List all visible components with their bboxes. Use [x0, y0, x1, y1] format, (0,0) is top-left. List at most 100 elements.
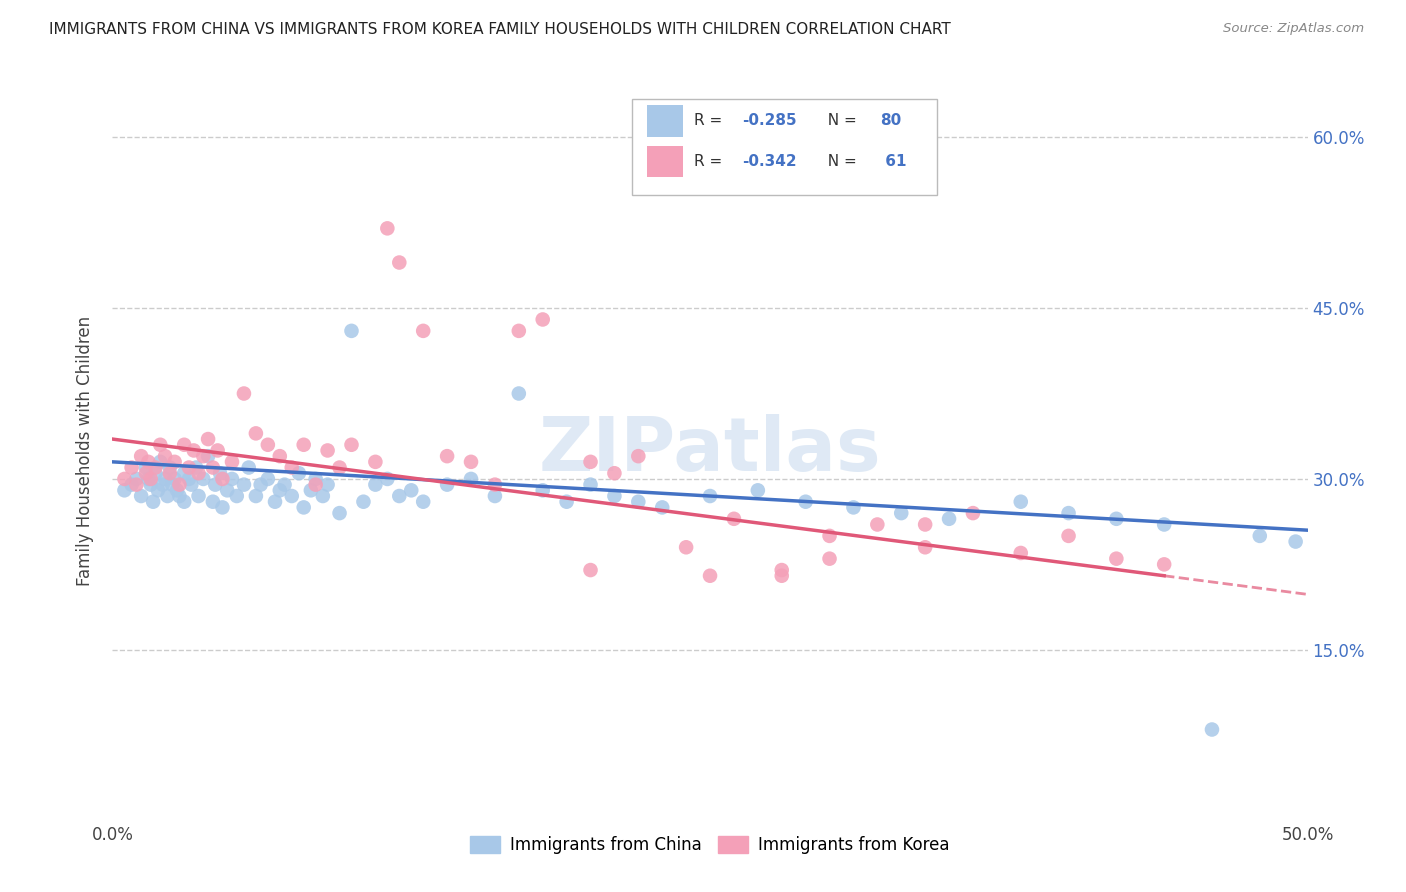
Point — [699, 489, 721, 503]
Point — [152, 477, 174, 491]
Point — [1153, 517, 1175, 532]
Point — [207, 443, 229, 458]
Point — [842, 500, 865, 515]
Text: Source: ZipAtlas.com: Source: ZipAtlas.com — [1223, 22, 1364, 36]
Text: N =: N = — [818, 154, 862, 169]
Point — [138, 455, 160, 469]
Point — [316, 477, 339, 491]
Point — [723, 512, 745, 526]
Point — [281, 460, 304, 475]
Point — [281, 489, 304, 503]
Point — [156, 489, 179, 503]
Point — [1153, 558, 1175, 572]
Point — [401, 483, 423, 498]
Point — [555, 494, 578, 508]
Point — [121, 460, 143, 475]
Point — [153, 449, 176, 463]
Point — [142, 494, 165, 508]
Point — [1057, 506, 1080, 520]
Point — [460, 455, 482, 469]
Point — [531, 312, 554, 326]
Point — [412, 494, 434, 508]
Point — [914, 517, 936, 532]
Point — [269, 449, 291, 463]
Point — [163, 455, 186, 469]
Point — [129, 489, 152, 503]
Point — [264, 494, 287, 508]
Point — [166, 483, 188, 498]
Point — [627, 494, 650, 508]
Point — [914, 541, 936, 555]
Point — [201, 494, 224, 508]
Point — [183, 443, 205, 458]
Point — [603, 467, 626, 481]
Point — [162, 477, 183, 491]
Point — [1201, 723, 1223, 737]
Point — [747, 483, 769, 498]
Point — [340, 438, 363, 452]
Point — [245, 426, 267, 441]
Text: IMMIGRANTS FROM CHINA VS IMMIGRANTS FROM KOREA FAMILY HOUSEHOLDS WITH CHILDREN C: IMMIGRANTS FROM CHINA VS IMMIGRANTS FROM… — [49, 22, 950, 37]
Point — [770, 563, 793, 577]
Point — [233, 386, 256, 401]
Point — [197, 449, 219, 463]
Point — [794, 494, 817, 508]
Point — [377, 472, 399, 486]
Point — [1285, 534, 1308, 549]
Point — [288, 467, 311, 481]
Point — [770, 568, 793, 582]
Point — [129, 449, 152, 463]
Point — [962, 506, 984, 520]
Text: N =: N = — [818, 113, 862, 128]
Point — [818, 551, 841, 566]
Text: -0.285: -0.285 — [742, 113, 797, 128]
Point — [221, 472, 243, 486]
Legend: Immigrants from China, Immigrants from Korea: Immigrants from China, Immigrants from K… — [464, 829, 956, 861]
Bar — [647, 146, 682, 178]
Text: 80: 80 — [880, 113, 901, 128]
Point — [1010, 494, 1032, 508]
Point — [890, 506, 912, 520]
Point — [153, 472, 176, 486]
Point — [197, 432, 219, 446]
Point — [169, 477, 191, 491]
Point — [204, 477, 226, 491]
Point — [169, 489, 191, 503]
Point — [579, 455, 602, 469]
Point — [114, 472, 135, 486]
Point — [508, 386, 530, 401]
Point — [329, 506, 352, 520]
Text: R =: R = — [695, 113, 728, 128]
Point — [221, 455, 243, 469]
Point — [173, 438, 195, 452]
Point — [138, 472, 160, 486]
Bar — [647, 105, 682, 136]
Point — [292, 438, 315, 452]
Point — [627, 449, 650, 463]
Point — [173, 494, 195, 508]
Point — [257, 438, 280, 452]
Point — [114, 483, 135, 498]
Point — [269, 483, 291, 498]
Point — [186, 460, 208, 475]
Point — [292, 500, 315, 515]
FancyBboxPatch shape — [633, 99, 938, 195]
Point — [201, 460, 224, 475]
Point — [1010, 546, 1032, 560]
Point — [531, 483, 554, 498]
Point — [145, 467, 167, 481]
Point — [211, 500, 233, 515]
Point — [388, 255, 411, 269]
Point — [209, 467, 232, 481]
Point — [233, 477, 256, 491]
Point — [193, 472, 215, 486]
Point — [135, 467, 157, 481]
Point — [173, 467, 195, 481]
Point — [579, 563, 602, 577]
Point — [305, 472, 328, 486]
Text: R =: R = — [695, 154, 728, 169]
Point — [508, 324, 530, 338]
Point — [139, 477, 162, 491]
Point — [316, 443, 339, 458]
Point — [139, 472, 162, 486]
